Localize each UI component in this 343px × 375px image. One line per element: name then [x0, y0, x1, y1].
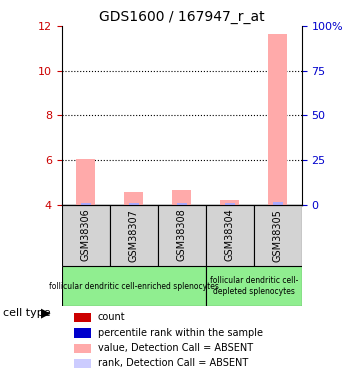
Bar [129, 203, 139, 204]
Text: cell type: cell type [3, 308, 51, 318]
Bar [74, 328, 91, 338]
Text: follicular dendritic cell-
depleted splenocytes: follicular dendritic cell- depleted sple… [210, 276, 298, 296]
FancyBboxPatch shape [254, 204, 302, 266]
Text: percentile rank within the sample: percentile rank within the sample [98, 328, 263, 338]
Bar [220, 200, 239, 204]
Bar [172, 190, 191, 204]
Text: follicular dendritic cell-enriched splenocytes: follicular dendritic cell-enriched splen… [49, 282, 219, 291]
Text: count: count [98, 312, 126, 322]
Text: GSM38308: GSM38308 [177, 209, 187, 261]
Text: GSM38304: GSM38304 [225, 209, 235, 261]
Text: GSM38306: GSM38306 [81, 209, 91, 261]
FancyBboxPatch shape [110, 204, 158, 266]
FancyBboxPatch shape [62, 266, 206, 306]
Bar [76, 159, 95, 204]
Text: GSM38307: GSM38307 [129, 209, 139, 261]
Bar [273, 202, 283, 204]
Bar [124, 192, 143, 204]
Bar [74, 344, 91, 353]
Text: GSM38305: GSM38305 [273, 209, 283, 261]
Bar [81, 203, 91, 204]
Text: value, Detection Call = ABSENT: value, Detection Call = ABSENT [98, 343, 253, 353]
Text: ▶: ▶ [41, 307, 51, 320]
Bar [177, 203, 187, 204]
Text: rank, Detection Call = ABSENT: rank, Detection Call = ABSENT [98, 358, 248, 368]
Bar [268, 34, 287, 204]
Bar [74, 313, 91, 322]
Bar [74, 359, 91, 368]
Bar [225, 203, 235, 204]
Title: GDS1600 / 167947_r_at: GDS1600 / 167947_r_at [99, 10, 264, 24]
FancyBboxPatch shape [62, 204, 110, 266]
FancyBboxPatch shape [206, 266, 302, 306]
FancyBboxPatch shape [206, 204, 254, 266]
FancyBboxPatch shape [158, 204, 206, 266]
